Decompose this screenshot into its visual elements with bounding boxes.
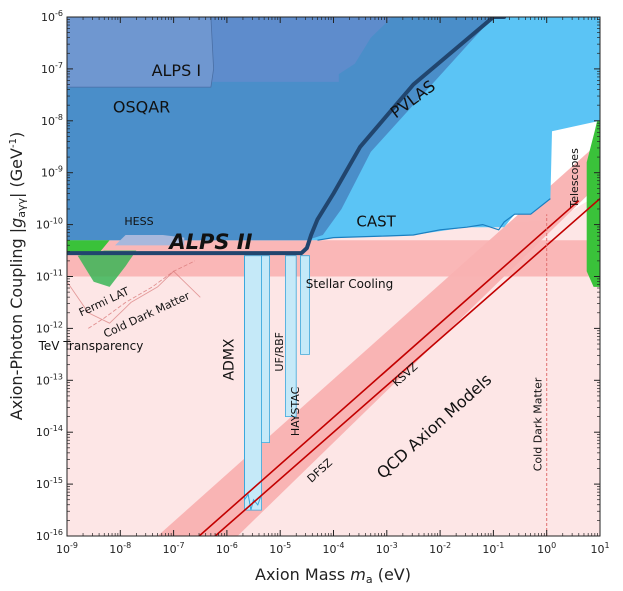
x-tick-label: 10-8 [109, 541, 131, 556]
label-ufrbf: UF/RBF [273, 332, 286, 372]
x-tick-label: 10-3 [376, 541, 398, 556]
x-tick-label: 10-1 [482, 541, 504, 556]
haloscope-column-2 [285, 255, 297, 418]
model-line-dfsz [214, 197, 600, 536]
x-tick-label: 101 [590, 541, 609, 556]
telescopes-region [586, 115, 600, 287]
y-tick-label: 10-14 [36, 424, 63, 439]
y-tick-label: 10-16 [36, 528, 63, 543]
fermi-lat-green [67, 240, 110, 254]
x-tick-label: 10-5 [269, 541, 291, 556]
plot-frame [66, 16, 601, 537]
label-alps2: ALPS II [167, 230, 252, 254]
y-tick-label: 10-15 [36, 476, 63, 491]
tick-labels: 10-9 10-8 10-7 10-6 10-5 10-4 10-3 10-2 10-1 100 1… [36, 9, 610, 556]
y-tick-label: 10-6 [41, 9, 63, 24]
y-tick-label: 10-10 [36, 217, 63, 232]
cold-dark-matter-outline-left [88, 260, 196, 329]
x-tick-label: 10-6 [216, 541, 238, 556]
label-telescopes: Telescopes [568, 148, 581, 209]
alps2-outline [67, 17, 507, 256]
x-tick-label: 10-2 [429, 541, 451, 556]
x-tick-label: 10-9 [56, 541, 78, 556]
y-tick-label: 10-13 [36, 372, 63, 387]
label-stellar: Stellar Cooling [306, 277, 393, 291]
label-haystac: HAYSTAC [289, 386, 302, 436]
y-tick-label: 10-12 [36, 320, 63, 335]
label-alps1: ALPS I [152, 61, 201, 80]
x-tick-label: 10-7 [163, 541, 185, 556]
y-tick-label: 10-9 [41, 165, 63, 180]
y-tick-label: 10-8 [41, 113, 63, 128]
haloscope-column-0 [244, 255, 262, 511]
label-admx: ADMX [222, 338, 238, 380]
plot-area [67, 17, 600, 536]
label-cdm_right: Cold Dark Matter [532, 377, 545, 471]
tev-outline [67, 270, 201, 324]
haloscope-column-3 [300, 255, 310, 355]
label-osqar: OSQAR [113, 97, 170, 116]
model-line-ksvz [198, 200, 580, 536]
haloscope-column-1 [261, 255, 270, 444]
alps1-region [67, 17, 215, 88]
label-hess: HESS [124, 215, 153, 228]
y-tick-label: 10-11 [36, 269, 63, 284]
hess-region [115, 235, 185, 246]
admx-edge [244, 255, 262, 511]
fermi-lat-region [77, 250, 137, 287]
x-tick-label: 10-4 [323, 541, 345, 556]
cast-edge [317, 198, 551, 241]
label-cast: CAST [356, 213, 396, 231]
y-axis-title: Axion-Photon Coupling |gaγγ| (GeV-1) [7, 132, 28, 420]
label-tev: TeV Transparency [38, 339, 144, 353]
x-axis-title: Axion Mass ma (eV) [255, 565, 411, 586]
x-tick-label: 100 [537, 541, 556, 556]
y-tick-label: 10-7 [41, 61, 63, 76]
